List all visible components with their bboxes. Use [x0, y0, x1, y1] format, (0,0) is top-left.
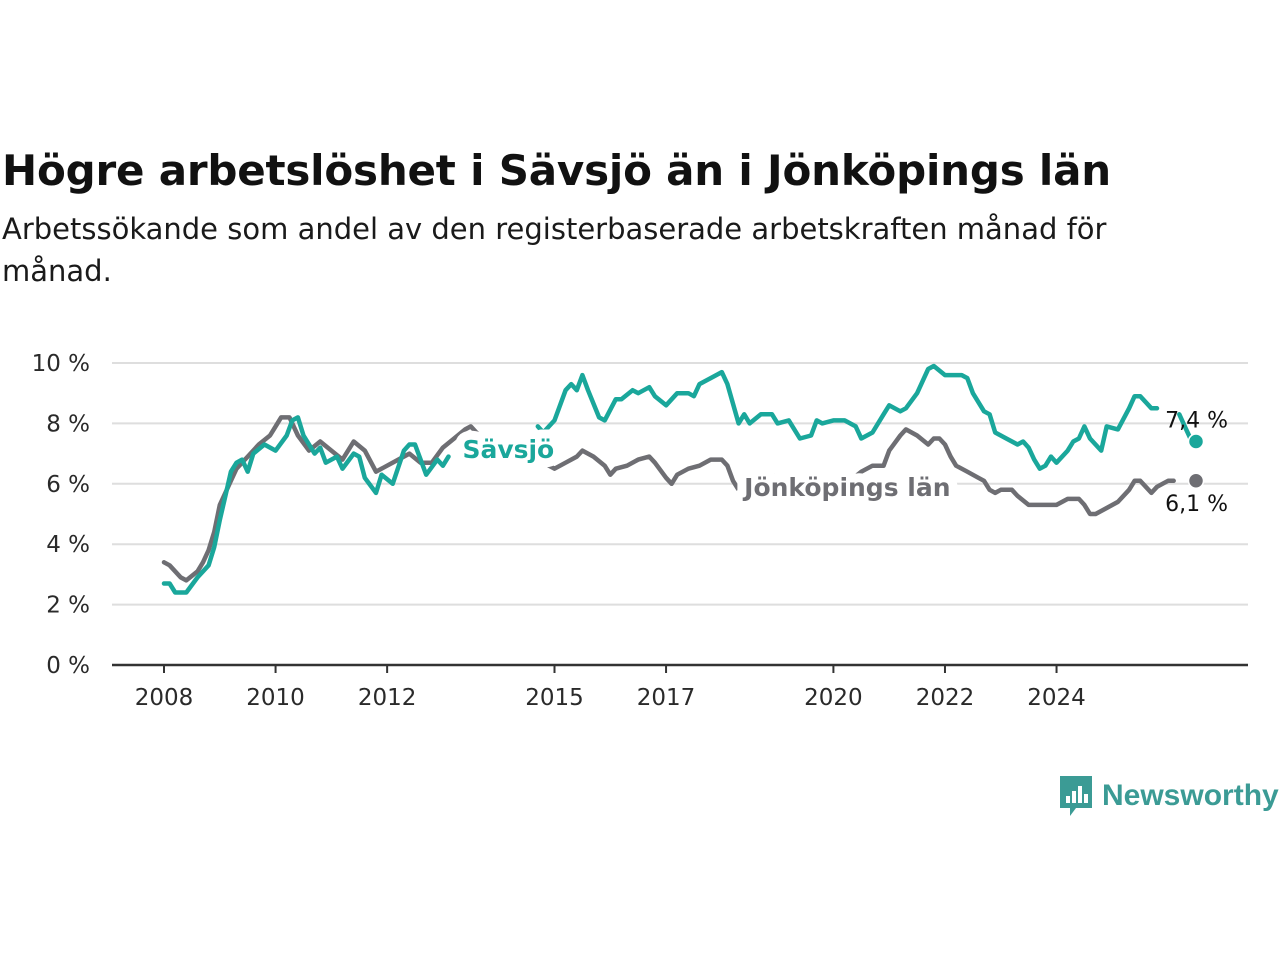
- endpoint-label: 6,1 %: [1165, 492, 1228, 517]
- y-tick-label: 2 %: [46, 593, 90, 619]
- endpoint-marker: [1187, 433, 1205, 450]
- endpoint-marker: [1187, 472, 1205, 490]
- y-tick-label: 6 %: [46, 472, 90, 498]
- x-tick-label: 2015: [525, 685, 584, 711]
- x-axis: 2008 2010 2012 2015 2017 2020 2022 2024: [135, 665, 1086, 711]
- y-axis: 0 % 2 % 4 % 6 % 8 % 10 %: [32, 351, 90, 679]
- x-tick-label: 2020: [804, 685, 863, 711]
- gridlines: [112, 362, 1248, 667]
- series-line-2: [535, 363, 1160, 471]
- y-tick-label: 4 %: [46, 532, 90, 558]
- series-label: Sävsjö: [462, 435, 554, 464]
- y-tick-label: 10 %: [32, 351, 90, 377]
- bar-chart-speech-icon: [1060, 776, 1092, 816]
- x-tick-label: 2024: [1027, 685, 1086, 711]
- y-tick-label: 8 %: [46, 411, 90, 437]
- chart-subtitle: Arbetssökande som andel av den registerb…: [2, 212, 1107, 288]
- y-tick-label: 0 %: [46, 653, 90, 679]
- brand-name: Newsworthy: [1102, 779, 1279, 812]
- series-line-1: [161, 415, 451, 595]
- series-line-0: [161, 415, 1176, 583]
- x-tick-label: 2017: [637, 685, 696, 711]
- series-lines: [161, 363, 1199, 595]
- series-label: Jönköpings län: [742, 473, 950, 502]
- x-tick-label: 2008: [135, 685, 194, 711]
- x-tick-label: 2010: [246, 685, 305, 711]
- x-tick-label: 2022: [916, 685, 975, 711]
- chart-title: Högre arbetslöshet i Sävsjö än i Jönköpi…: [2, 146, 1111, 195]
- x-tick-label: 2012: [358, 685, 417, 711]
- newsworthy-logo: Newsworthy: [1058, 774, 1279, 818]
- endpoint-label: 7,4 %: [1165, 409, 1228, 434]
